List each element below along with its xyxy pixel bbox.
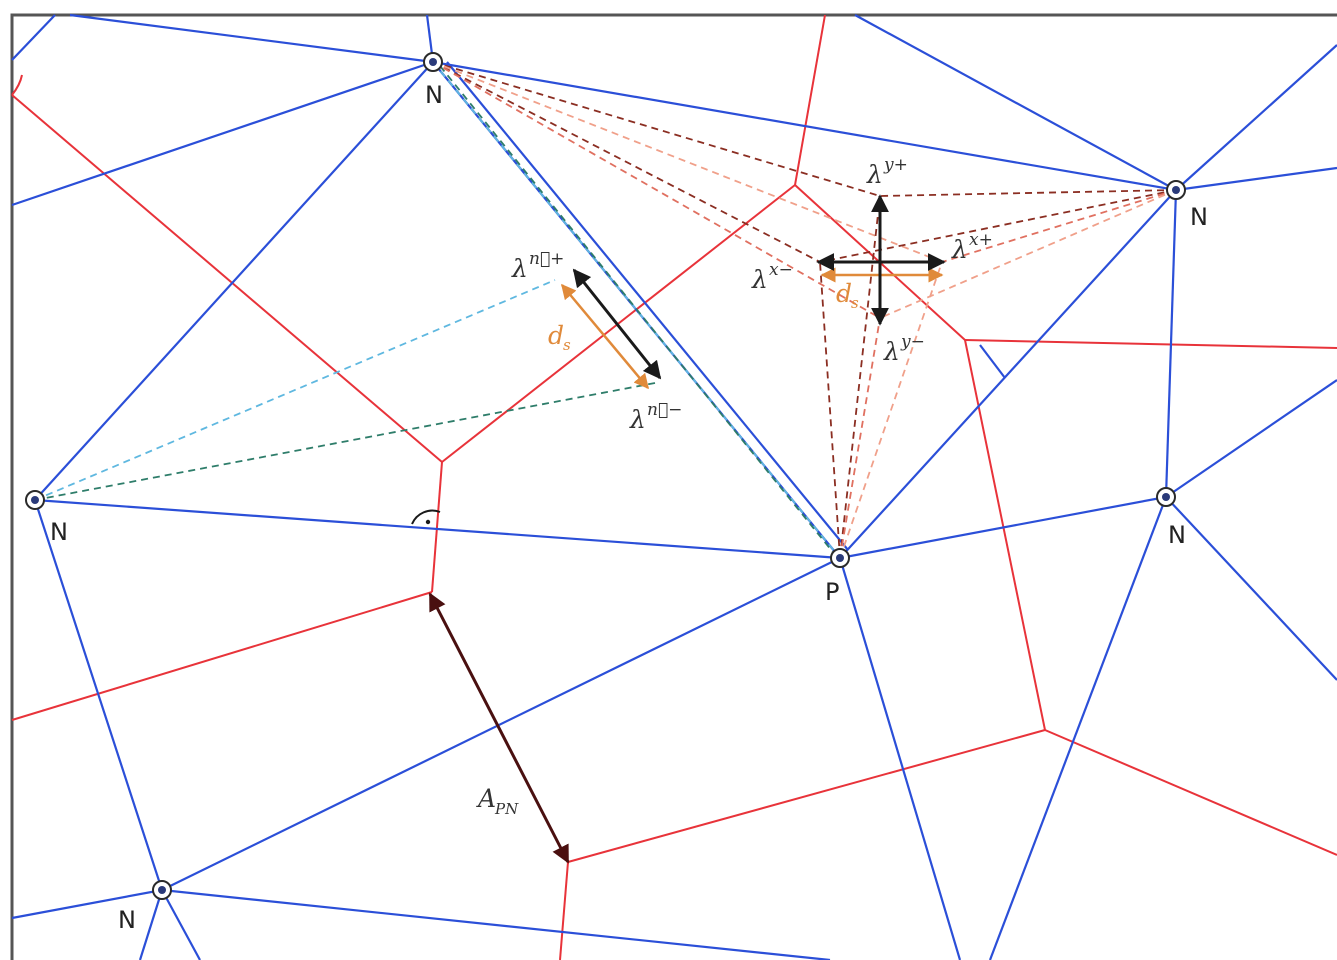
- lambda-y-minus-label: λ y−: [883, 332, 925, 366]
- ds-label-x: d s: [836, 279, 859, 312]
- voronoi-edges: [11, 14, 1337, 960]
- frame-border: [10, 13, 1337, 960]
- label-node-left: N: [50, 518, 68, 546]
- node-p: [830, 548, 850, 568]
- lambda-n-plus-label: λ n⃗+: [511, 249, 564, 283]
- node-top: [423, 52, 443, 72]
- svg-text:λ: λ: [511, 254, 528, 283]
- node-left: [25, 490, 45, 510]
- svg-text:y−: y−: [900, 332, 925, 352]
- node-right-top: [1166, 180, 1186, 200]
- ds-label-normal: d s: [548, 321, 571, 354]
- node-right-mid: [1156, 487, 1176, 507]
- svg-text:x+: x+: [969, 230, 993, 250]
- svg-text:PN: PN: [494, 800, 519, 818]
- lambda-y-plus-label: λ y+: [866, 155, 908, 189]
- svg-text:s: s: [851, 294, 859, 312]
- svg-text:y+: y+: [883, 155, 908, 175]
- lambda-arrow-normal: [572, 268, 662, 380]
- svg-text:A: A: [476, 784, 496, 813]
- node-bottom-left: [152, 880, 172, 900]
- svg-text:λ: λ: [883, 337, 900, 366]
- label-node-bottom-left: N: [118, 906, 136, 934]
- delaunay-edges: [11, 13, 1337, 960]
- lambda-n-minus-label: λ n⃗−: [629, 400, 682, 434]
- svg-text:n⃗−: n⃗−: [647, 400, 682, 420]
- svg-text:d: d: [836, 279, 852, 308]
- lambda-x-plus-label: λ x+: [951, 230, 993, 264]
- svg-text:x−: x−: [769, 260, 793, 280]
- node-markers: [25, 52, 1186, 900]
- ds-arrow-normal: [561, 283, 649, 390]
- svg-text:λ: λ: [866, 160, 883, 189]
- label-node-p: P: [825, 578, 839, 606]
- lambda-x-minus-label: λ x−: [751, 260, 793, 294]
- svg-text:λ: λ: [951, 235, 968, 264]
- label-node-right-mid: N: [1168, 521, 1186, 549]
- right-angle-marker: [411, 509, 441, 525]
- svg-text:n⃗+: n⃗+: [529, 249, 564, 269]
- apn-arrow: [428, 592, 570, 864]
- apn-label: A PN: [476, 784, 519, 818]
- svg-text:λ: λ: [629, 405, 646, 434]
- svg-text:d: d: [548, 321, 564, 350]
- dashed-lines-normal: [34, 61, 841, 559]
- svg-text:s: s: [563, 336, 571, 354]
- svg-text:λ: λ: [751, 265, 768, 294]
- label-node-right-top: N: [1190, 203, 1208, 231]
- label-node-top: N: [425, 81, 443, 109]
